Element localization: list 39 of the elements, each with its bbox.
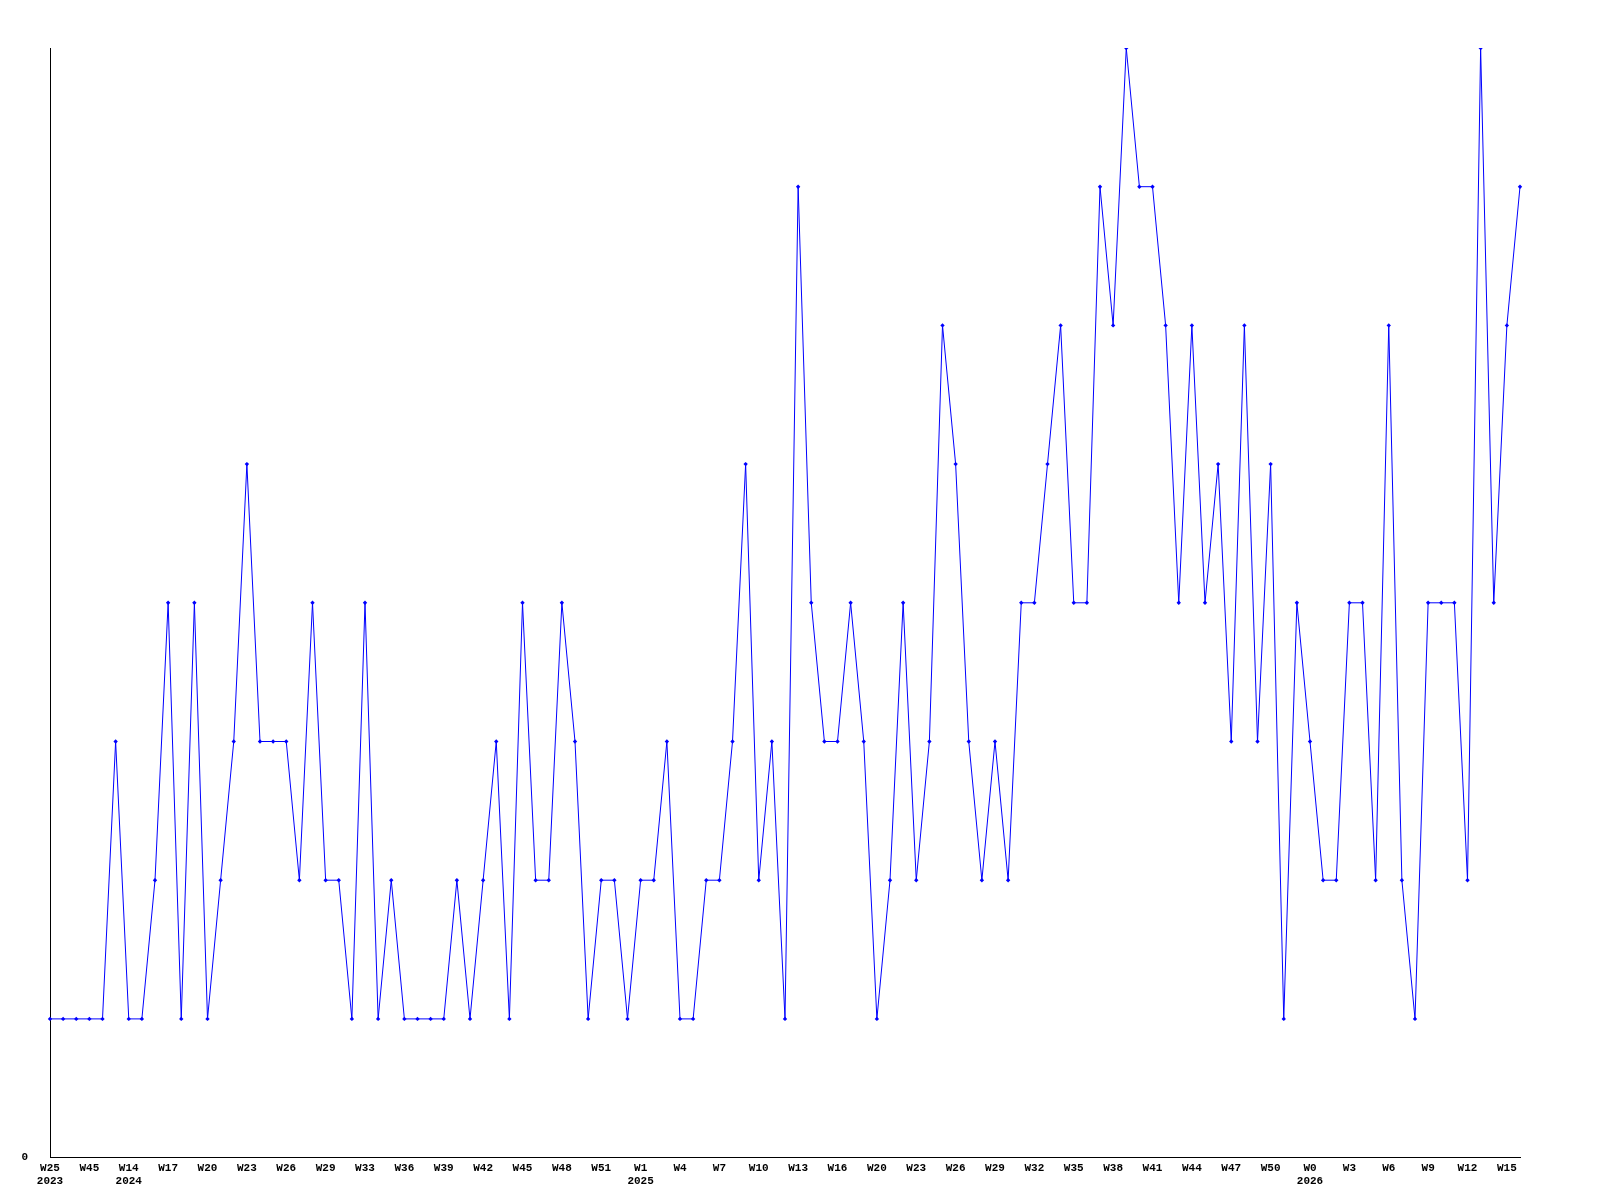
x-tick-label: W7 [712,1161,726,1174]
x-tick-label: W25 2023 [36,1161,64,1188]
x-tick-label: W20 [197,1161,218,1174]
x-tick-label: W10 [748,1161,769,1174]
x-tick-label: W20 [866,1161,887,1174]
text: 0 [21,1151,28,1164]
x-tick-label: W14 2024 [115,1161,143,1188]
x-tick-label: W15 [1496,1161,1518,1174]
x-tick-label: W26 [276,1161,297,1174]
x-tick-label: W39 [433,1161,454,1174]
x-tick-label: W36 [394,1161,415,1174]
x-tick-label: W29 [315,1161,336,1174]
x-tick-label: W50 [1260,1161,1281,1174]
x-tick-label: W9 [1421,1161,1435,1174]
x-tick-label: W16 [827,1161,848,1174]
x-tick-label: W23 [906,1161,927,1174]
x-tick-label: W41 [1142,1161,1163,1174]
x-tick-label: W6 [1382,1161,1396,1174]
x-tick-label: W45 [512,1161,533,1174]
x-tick-label: W35 [1063,1161,1085,1174]
x-tick-label: W13 [788,1161,809,1174]
x-tick-label: W42 [473,1161,494,1174]
x-tick-label: W47 [1221,1161,1242,1174]
x-tick-label: W32 [1024,1161,1045,1174]
x-tick-label: W26 [945,1161,966,1174]
x-tick-label: W3 [1342,1161,1357,1174]
x-tick-label: W17 [158,1161,179,1174]
x-tick-label: W1 2025 [627,1161,655,1188]
x-tick-label: W23 [236,1161,258,1174]
x-tick-label: W48 [551,1161,573,1174]
x-tick-label: W33 [355,1161,376,1174]
x-tick-label: W45 [79,1161,100,1174]
x-tick-label: W29 [985,1161,1005,1174]
x-tick-label: W0 2026 [1296,1161,1324,1188]
x-tick-label: W4 [673,1161,687,1174]
x-tick-label: W12 [1457,1161,1478,1174]
x-tick-label: W51 [591,1161,612,1174]
x-tick-label: W38 [1103,1161,1124,1174]
x-tick-label: W44 [1181,1161,1203,1174]
